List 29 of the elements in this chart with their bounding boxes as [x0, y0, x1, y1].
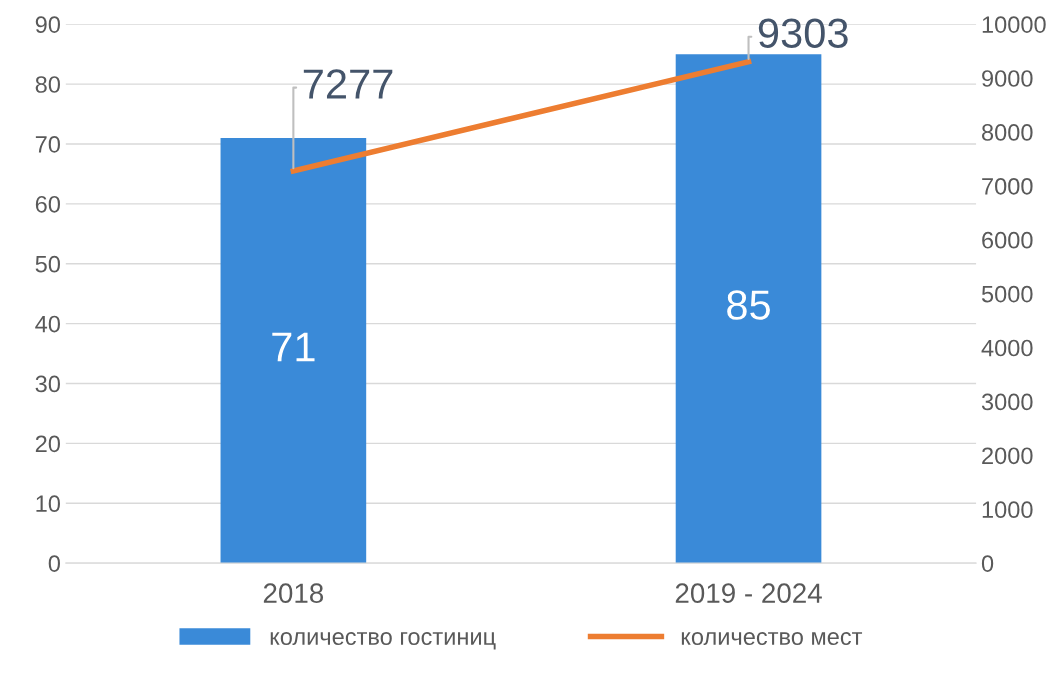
- y2-tick-label: 2000: [982, 447, 1033, 465]
- x-tick-label: 2019 - 2024: [675, 583, 822, 604]
- data-label: 7277: [303, 69, 393, 99]
- data-label: 85: [727, 290, 770, 320]
- y2-tick-label: 10000: [982, 16, 1046, 33]
- y-tick-label: 30: [35, 375, 60, 393]
- y-tick-label: 50: [35, 255, 60, 273]
- y2-tick-label: 9000: [982, 70, 1033, 87]
- y-tick-label: 80: [35, 76, 60, 93]
- y-tick-label: 60: [35, 195, 60, 213]
- y2-tick-label: 4000: [981, 339, 1033, 357]
- legend-label: количество мест: [681, 632, 863, 646]
- y2-tick-label: 5000: [981, 285, 1033, 303]
- y2-tick-label: 1000: [982, 501, 1033, 519]
- y2-tick-label: 7000: [982, 177, 1033, 195]
- x-tick-label: 2018: [263, 583, 324, 604]
- y-tick-label: 40: [35, 315, 60, 333]
- y-tick-label: 70: [35, 136, 60, 153]
- y2-tick-label: 8000: [982, 124, 1033, 141]
- y-tick-label: 0: [48, 555, 60, 572]
- y-tick-label: 90: [35, 16, 60, 33]
- y2-tick-label: 6000: [982, 231, 1033, 249]
- data-label: 9303: [758, 18, 848, 48]
- data-label: 71: [272, 332, 315, 362]
- y2-tick-label: 3000: [981, 393, 1033, 411]
- y-tick-label: 10: [36, 495, 60, 513]
- y-tick-label: 20: [35, 435, 60, 453]
- legend-label: количество гостиниц: [270, 632, 496, 650]
- y2-tick-label: 0: [981, 555, 994, 572]
